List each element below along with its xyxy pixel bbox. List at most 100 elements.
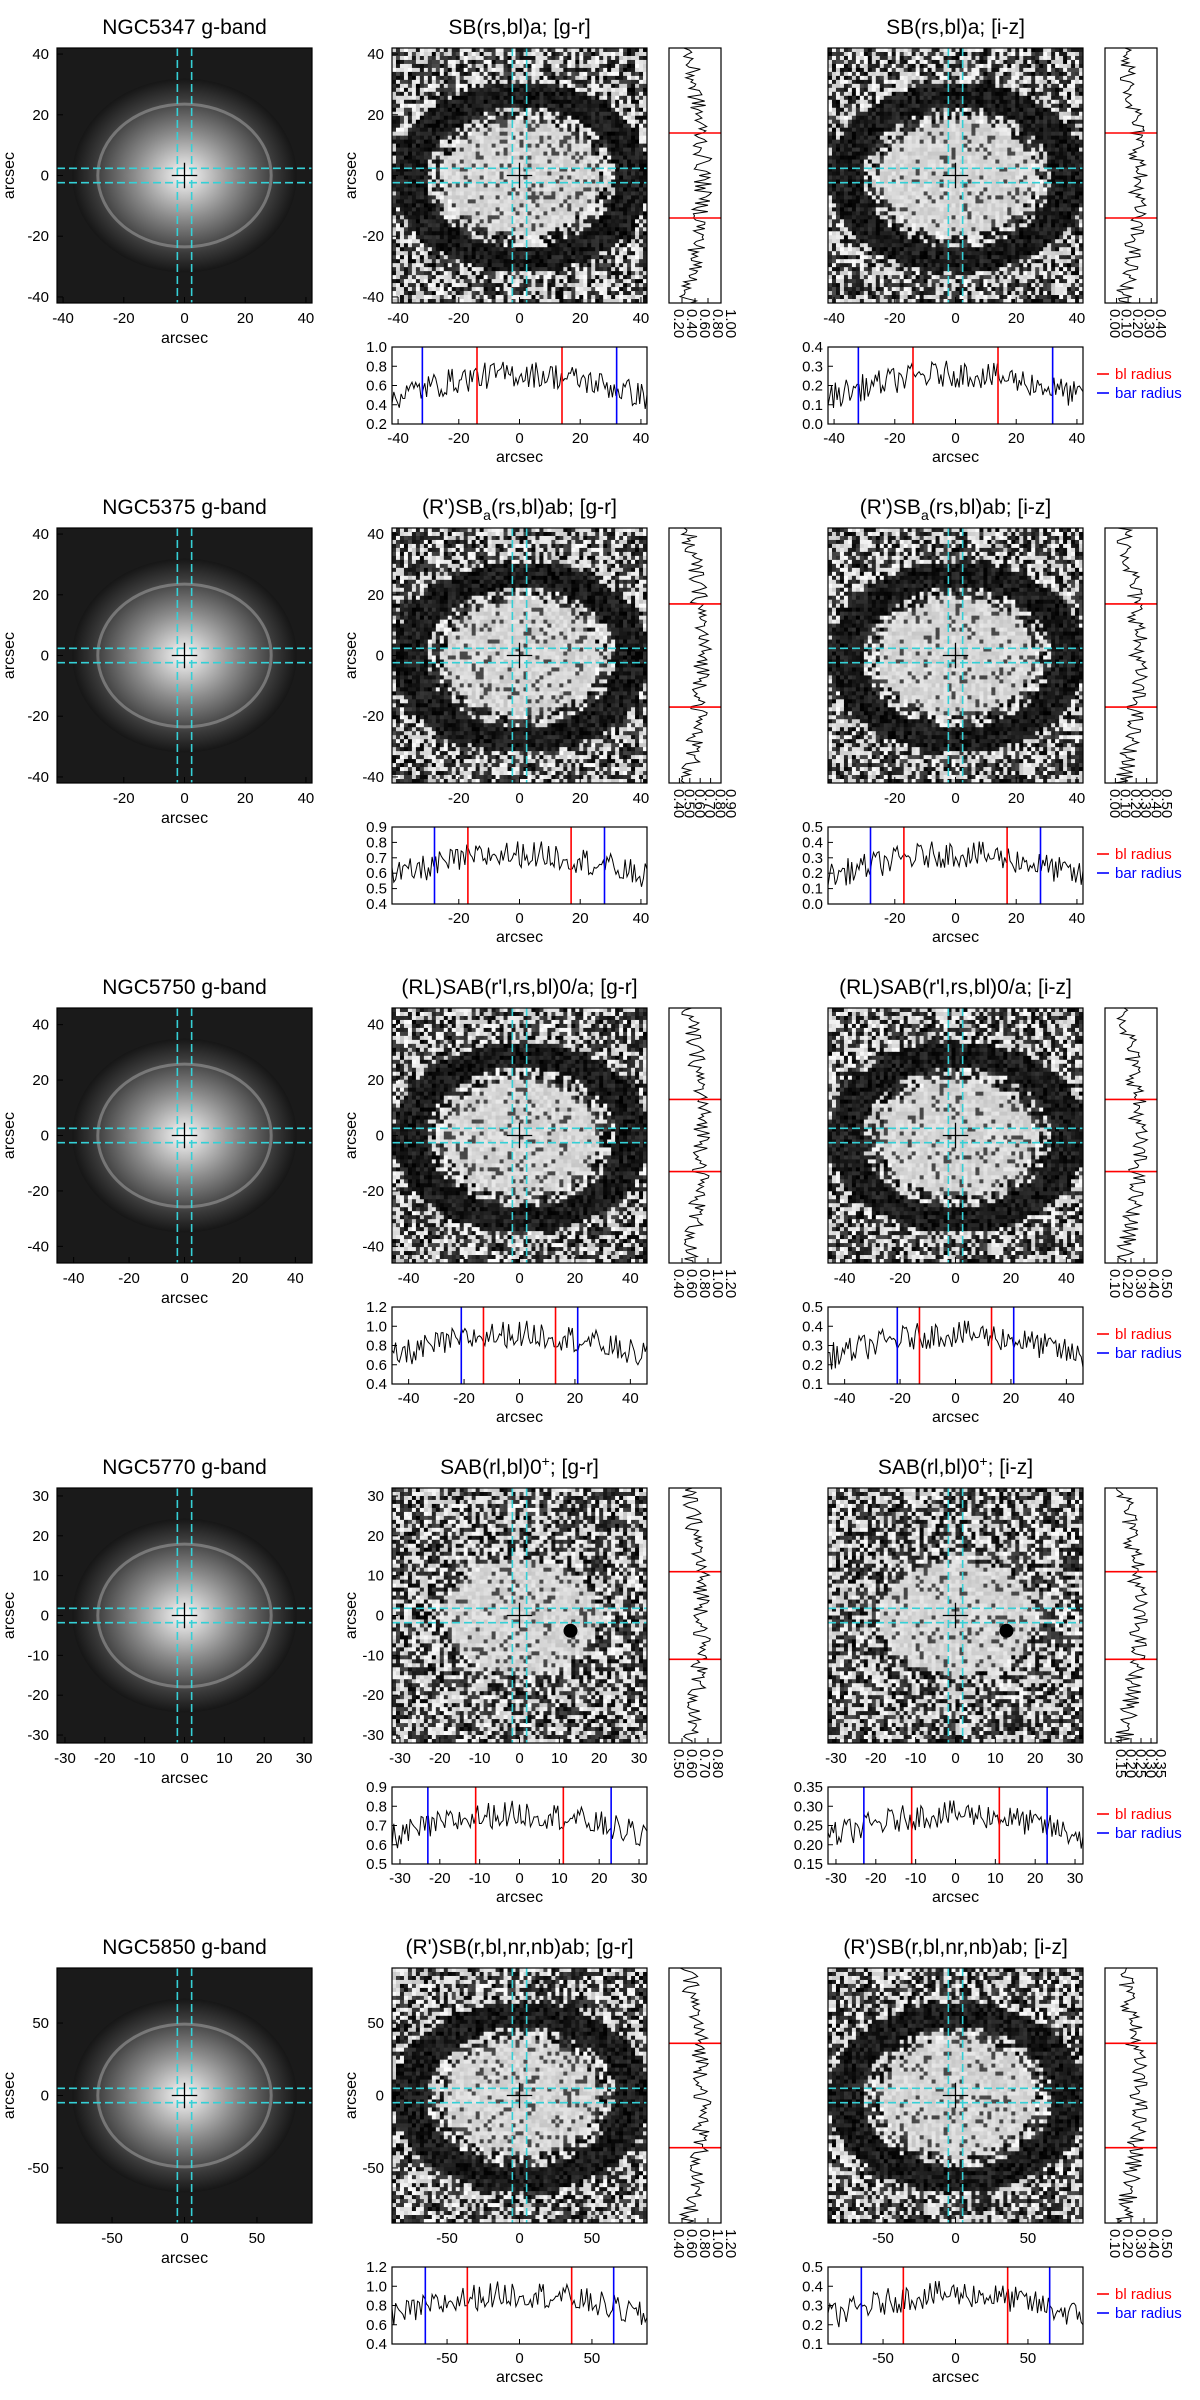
iz-vertical-profile-frame [1104,47,1158,304]
y-axis-label: arcsec [1,1112,18,1159]
profile-tick-label: 0.2 [802,1357,823,1374]
profile-tick-label: 0.4 [366,896,387,913]
y-tick-label: 30 [367,1488,384,1505]
iz-title: (RL)SAB(r'l,rs,bl)0/a; [i-z] [839,976,1072,999]
gr-title-sub: a [483,507,491,523]
x-tick-label: 20 [1008,910,1025,927]
legend-label: bl radius [1115,2286,1172,2303]
g-title-main: NGC5375 g-band [102,496,267,519]
iz-title-main: SB(rs,bl)a; [i-z] [886,16,1025,39]
legend-label: bar radius [1115,2305,1182,2322]
profile-tick-label: 0.30 [794,1798,823,1815]
gr-vertical-profile-frame [668,527,722,784]
x-tick-label: -20 [448,310,470,327]
x-tick-label: 10 [216,1750,233,1767]
x-tick-label: 20 [256,1750,273,1767]
profile-tick-label: 0.4 [366,2336,387,2353]
iz-title-main: (R')SB [860,496,921,519]
y-tick-label: 40 [367,46,384,63]
profile-tick-label: 0.40 [670,789,687,818]
iz-vertical-profile-line [1115,1967,1148,2224]
x-tick-label: -20 [884,310,906,327]
y-axis-label: arcsec [1,1592,18,1639]
y-tick-label: 0 [376,1128,384,1145]
profile-tick-label: 0.4 [802,2278,823,2295]
x-tick-label: -50 [436,2350,458,2367]
gr-title-main: (RL)SAB(r'l,rs,bl)0/a; [g-r] [401,976,637,999]
y-axis-label: arcsec [1,2072,18,2119]
profile-tick-label: 0.9 [366,819,387,836]
gr-title-sup: + [542,1453,550,1469]
x-axis-label: arcsec [496,1409,543,1426]
y-tick-label: 0 [376,1608,384,1625]
iz-title: (R')SB(r,bl,nr,nb)ab; [i-z] [843,1936,1068,1959]
iz-horizontal-profile-bg [828,1787,1083,1864]
gr-horizontal-profile-bg [392,2267,647,2344]
iz-title-sub: a [921,507,929,523]
profile-tick-label: 1.0 [366,2278,387,2295]
iz-title-rest: (rs,bl)ab; [i-z] [929,496,1052,519]
x-axis-label: arcsec [496,449,543,466]
iz-horizontal-profile-line [827,2280,1084,2328]
x-tick-label: -50 [872,2350,894,2367]
x-tick-label: 20 [1008,430,1025,447]
profile-tick-label: 1.2 [366,2259,387,2276]
x-tick-label: 0 [515,1750,523,1767]
profile-tick-label: 0.4 [366,397,387,414]
y-tick-label: -50 [362,2160,384,2177]
x-tick-label: 30 [631,1870,648,1887]
x-tick-label: -20 [865,1750,887,1767]
x-axis-label: arcsec [161,810,208,827]
gr-vertical-profile-bg [669,48,721,303]
x-tick-label: 0 [515,1270,523,1287]
iz-vertical-profile-frame [1104,527,1158,784]
x-tick-label: 50 [1020,2230,1037,2247]
profile-tick-label: 0.40 [1145,2229,1162,2258]
x-tick-label: -20 [865,1870,887,1887]
y-tick-label: 20 [32,1072,49,1089]
gr-horizontal-profile-line [391,1320,648,1366]
x-tick-label: -50 [872,2230,894,2247]
x-tick-label: 50 [249,2230,266,2247]
x-tick-label: 20 [572,910,589,927]
gr-horizontal-profile-line [391,1800,648,1849]
profile-tick-label: 0.6 [366,865,387,882]
x-tick-label: 40 [633,430,650,447]
profile-tick-label: 0.40 [1145,1269,1162,1298]
galaxy-row: NGC5850 g-band -50 0 50 50 0 -50 arcsec arcsec (R… [1,1936,1182,2386]
x-tick-label: -20 [113,310,135,327]
y-tick-label: -30 [362,1727,384,1744]
profile-tick-label: 1.20 [722,2229,739,2258]
profile-tick-label: 0.10 [1106,1269,1123,1298]
x-tick-label: -20 [448,430,470,447]
x-tick-label: 10 [987,1870,1004,1887]
profile-tick-label: 1.00 [709,1269,726,1298]
color-map [828,528,1084,784]
dark-spot [563,1623,578,1638]
profile-tick-label: 0.5 [802,819,823,836]
x-tick-label: 0 [180,1270,188,1287]
gr-horizontal-profile-line [391,2281,648,2326]
y-tick-label: -20 [362,708,384,725]
x-tick-label: -20 [429,1750,451,1767]
y-tick-label: -40 [362,1238,384,1255]
galaxy-row: NGC5750 g-band -40 -20 0 20 40 40 20 0 -20 -40 arcs… [1,976,1182,1426]
profile-tick-label: 0.50 [1158,2229,1175,2258]
x-tick-label: -20 [884,790,906,807]
y-axis-label: arcsec [343,1592,360,1639]
x-tick-label: -20 [453,1390,475,1407]
gr-vertical-profile-bg [669,528,721,783]
x-tick-label: -10 [469,1870,491,1887]
legend-label: bar radius [1115,1825,1182,1842]
profile-tick-label: 0.15 [1112,1749,1129,1778]
profile-tick-label: 0.8 [366,358,387,375]
y-tick-label: -10 [27,1647,49,1664]
y-axis-label: arcsec [343,152,360,199]
profile-tick-label: 0.20 [1129,309,1146,338]
profile-tick-label: 0.40 [1152,309,1169,338]
x-axis-label: arcsec [161,2250,208,2267]
x-tick-label: 0 [951,790,959,807]
x-tick-label: -10 [905,1870,927,1887]
profile-tick-label: 0.20 [1127,789,1144,818]
g-title-main: NGC5770 g-band [102,1456,267,1479]
